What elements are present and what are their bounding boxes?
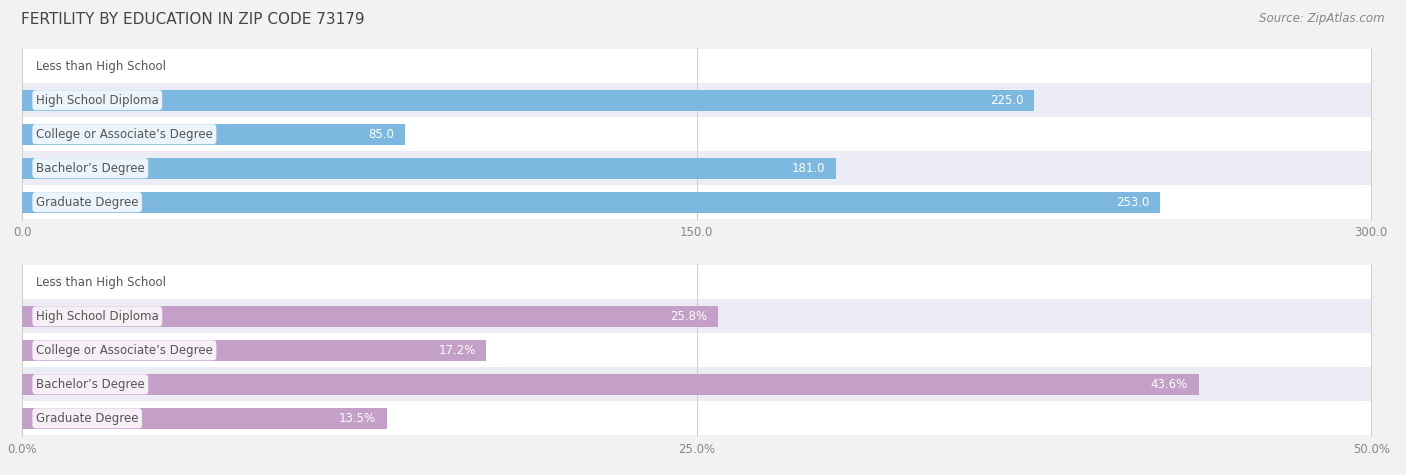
Text: 25.8%: 25.8%: [671, 310, 707, 323]
Text: 225.0: 225.0: [990, 94, 1024, 107]
Text: 0.0%: 0.0%: [38, 276, 69, 289]
Bar: [22, 306, 718, 327]
Text: College or Associate’s Degree: College or Associate’s Degree: [37, 128, 212, 141]
Text: Bachelor’s Degree: Bachelor’s Degree: [37, 378, 145, 391]
FancyBboxPatch shape: [22, 266, 1371, 299]
Text: Graduate Degree: Graduate Degree: [37, 196, 138, 209]
Bar: [22, 90, 1033, 111]
Text: 0.0: 0.0: [38, 60, 58, 73]
FancyBboxPatch shape: [22, 49, 1371, 83]
Bar: [22, 158, 837, 179]
FancyBboxPatch shape: [22, 367, 1371, 401]
Text: FERTILITY BY EDUCATION IN ZIP CODE 73179: FERTILITY BY EDUCATION IN ZIP CODE 73179: [21, 12, 364, 27]
Text: 181.0: 181.0: [792, 162, 825, 175]
Text: Bachelor’s Degree: Bachelor’s Degree: [37, 162, 145, 175]
Text: 43.6%: 43.6%: [1150, 378, 1188, 391]
Text: Source: ZipAtlas.com: Source: ZipAtlas.com: [1260, 12, 1385, 25]
Text: 253.0: 253.0: [1116, 196, 1149, 209]
Text: College or Associate’s Degree: College or Associate’s Degree: [37, 344, 212, 357]
Text: 85.0: 85.0: [368, 128, 394, 141]
Text: Less than High School: Less than High School: [37, 60, 166, 73]
FancyBboxPatch shape: [22, 299, 1371, 333]
FancyBboxPatch shape: [22, 83, 1371, 117]
FancyBboxPatch shape: [22, 185, 1371, 219]
Text: 13.5%: 13.5%: [339, 412, 375, 425]
Bar: [22, 191, 1160, 213]
Bar: [22, 408, 387, 429]
FancyBboxPatch shape: [22, 333, 1371, 367]
FancyBboxPatch shape: [22, 117, 1371, 151]
Bar: [22, 124, 405, 145]
Text: Graduate Degree: Graduate Degree: [37, 412, 138, 425]
FancyBboxPatch shape: [22, 401, 1371, 435]
Bar: [22, 374, 1198, 395]
FancyBboxPatch shape: [22, 151, 1371, 185]
Text: 17.2%: 17.2%: [439, 344, 475, 357]
Text: Less than High School: Less than High School: [37, 276, 166, 289]
Bar: [22, 340, 486, 361]
Text: High School Diploma: High School Diploma: [37, 310, 159, 323]
Text: High School Diploma: High School Diploma: [37, 94, 159, 107]
